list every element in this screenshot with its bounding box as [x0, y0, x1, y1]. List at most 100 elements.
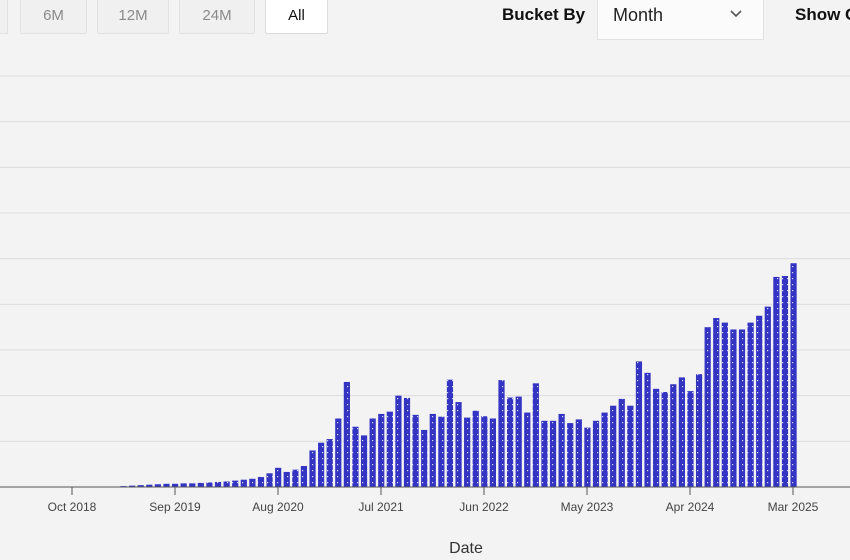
- bar[interactable]: [275, 467, 282, 487]
- x-tick-label: May 2023: [561, 500, 614, 514]
- bar[interactable]: [309, 450, 316, 487]
- bar[interactable]: [773, 276, 780, 487]
- bar[interactable]: [481, 416, 488, 487]
- bar[interactable]: [326, 439, 333, 487]
- bar[interactable]: [592, 420, 600, 487]
- bar[interactable]: [455, 402, 462, 487]
- bar[interactable]: [137, 485, 144, 487]
- bar[interactable]: [472, 410, 479, 487]
- bar[interactable]: [747, 322, 754, 487]
- bar[interactable]: [438, 416, 445, 487]
- bar[interactable]: [266, 473, 273, 487]
- bar[interactable]: [386, 411, 393, 487]
- bar[interactable]: [232, 480, 239, 487]
- bar[interactable]: [781, 276, 789, 487]
- range-button-12m[interactable]: 12M: [97, 0, 169, 34]
- bar[interactable]: [378, 413, 385, 487]
- bar[interactable]: [300, 465, 308, 487]
- bar[interactable]: [532, 383, 539, 487]
- x-axis-title: Date: [449, 540, 483, 557]
- bar[interactable]: [360, 435, 368, 487]
- bar[interactable]: [223, 481, 230, 487]
- bar[interactable]: [549, 420, 557, 487]
- bucket-by-value: Month: [613, 5, 664, 25]
- bar[interactable]: [257, 476, 265, 487]
- bar[interactable]: [575, 419, 582, 487]
- bar[interactable]: [567, 423, 574, 487]
- bar[interactable]: [171, 483, 179, 487]
- bar[interactable]: [292, 469, 299, 487]
- bar[interactable]: [403, 397, 411, 487]
- bar[interactable]: [395, 395, 402, 487]
- bar[interactable]: [240, 479, 247, 487]
- bar[interactable]: [129, 485, 136, 487]
- bar[interactable]: [180, 483, 187, 487]
- bar[interactable]: [506, 397, 514, 487]
- x-tick-label: Mar 2025: [768, 500, 819, 514]
- range-button-24m[interactable]: 24M: [179, 0, 255, 34]
- bar[interactable]: [601, 412, 608, 487]
- bar[interactable]: [283, 471, 290, 487]
- bar[interactable]: [421, 429, 428, 487]
- bar[interactable]: [541, 420, 548, 487]
- bar[interactable]: [249, 478, 256, 487]
- bar[interactable]: [154, 484, 161, 487]
- bar[interactable]: [429, 413, 436, 487]
- bar[interactable]: [687, 391, 694, 487]
- bar[interactable]: [206, 482, 213, 487]
- bar[interactable]: [146, 484, 153, 487]
- bar[interactable]: [446, 379, 454, 487]
- bar[interactable]: [618, 398, 625, 487]
- toolbar: 6M 12M 24M All Bucket By Month Show C: [0, 0, 850, 40]
- x-tick-label: Apr 2024: [666, 500, 715, 514]
- bar[interactable]: [730, 329, 737, 487]
- bar[interactable]: [704, 327, 711, 487]
- bar[interactable]: [515, 396, 522, 487]
- bar[interactable]: [189, 483, 196, 487]
- bar[interactable]: [412, 414, 419, 487]
- show-label: Show C: [795, 5, 850, 24]
- bucket-by-select[interactable]: Month: [597, 0, 764, 40]
- bar[interactable]: [610, 405, 617, 487]
- bar[interactable]: [764, 306, 771, 487]
- bar[interactable]: [790, 263, 797, 487]
- bar[interactable]: [489, 418, 497, 488]
- range-button-6m[interactable]: 6M: [20, 0, 87, 34]
- bar[interactable]: [335, 418, 342, 488]
- x-tick-label: Oct 2018: [48, 500, 97, 514]
- bar[interactable]: [713, 318, 720, 487]
- bar-series: [111, 263, 797, 488]
- bar[interactable]: [627, 405, 634, 487]
- bar[interactable]: [352, 426, 359, 487]
- chevron-down-icon: [730, 10, 742, 18]
- bar[interactable]: [524, 412, 531, 487]
- x-tick-label: Aug 2020: [252, 500, 304, 514]
- bar[interactable]: [558, 413, 565, 487]
- x-tick-label: Jul 2021: [358, 500, 404, 514]
- bar[interactable]: [695, 374, 703, 487]
- bar[interactable]: [214, 481, 222, 487]
- bar[interactable]: [584, 427, 591, 487]
- bar[interactable]: [318, 442, 325, 487]
- bar[interactable]: [756, 315, 763, 487]
- bar[interactable]: [369, 418, 376, 488]
- bar[interactable]: [197, 482, 204, 487]
- bar[interactable]: [464, 417, 471, 487]
- bar[interactable]: [721, 322, 728, 487]
- bucket-by-label: Bucket By: [502, 5, 586, 24]
- bar[interactable]: [661, 392, 668, 487]
- bar[interactable]: [343, 381, 350, 487]
- bar[interactable]: [644, 372, 651, 487]
- x-axis-ticks: Oct 2018 Sep 2019 Aug 2020 Jul 2021 Jun 2022…: [48, 487, 819, 514]
- bar[interactable]: [163, 483, 170, 487]
- x-tick-label: Sep 2019: [149, 500, 201, 514]
- bar[interactable]: [670, 384, 677, 487]
- bar[interactable]: [653, 388, 660, 487]
- range-button-all[interactable]: All: [265, 0, 328, 34]
- bar[interactable]: [738, 329, 746, 487]
- range-button-partial[interactable]: [0, 0, 8, 34]
- bar[interactable]: [498, 380, 505, 487]
- bar[interactable]: [635, 361, 643, 487]
- bar[interactable]: [678, 377, 685, 487]
